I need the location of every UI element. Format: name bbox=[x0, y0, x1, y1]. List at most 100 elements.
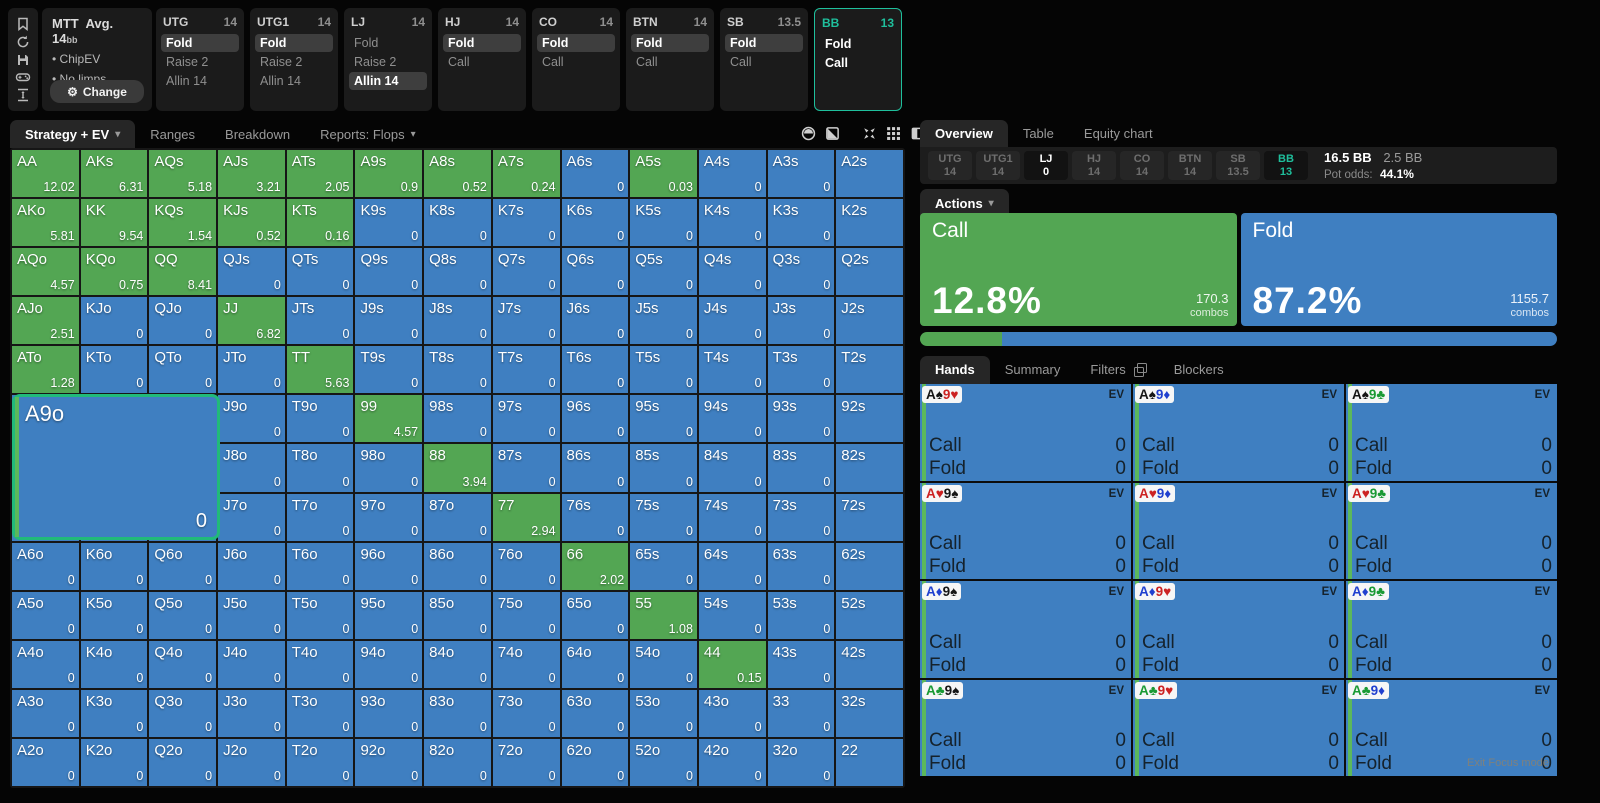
matrix-cell-43o[interactable]: 43o 0 bbox=[698, 689, 766, 737]
matrix-cell-TT[interactable]: TT 5.63 bbox=[286, 346, 354, 394]
matrix-cell-K4o[interactable]: K4o 0 bbox=[80, 640, 148, 688]
matrix-cell-Q8s[interactable]: Q8s 0 bbox=[424, 248, 491, 296]
matrix-cell-T6o[interactable]: T6o 0 bbox=[286, 542, 354, 590]
position-column-co[interactable]: CO 14 Fold Call bbox=[532, 8, 620, 111]
matrix-cell-AKs[interactable]: AKs 6.31 bbox=[80, 150, 148, 198]
matrix-cell-K8s[interactable]: K8s 0 bbox=[424, 199, 491, 247]
action-card-call[interactable]: Call 12.8% 170.3 combos bbox=[920, 213, 1237, 326]
matrix-cell-QTs[interactable]: QTs 0 bbox=[286, 248, 354, 296]
matrix-cell-55[interactable]: 55 1.08 bbox=[630, 591, 697, 639]
matrix-cell-52o[interactable]: 52o 0 bbox=[630, 738, 697, 786]
matrix-cell-32s[interactable]: 32s bbox=[836, 689, 903, 737]
matrix-cell-92o[interactable]: 92o 0 bbox=[355, 738, 423, 786]
matrix-cell-QJs[interactable]: QJs 0 bbox=[218, 248, 285, 296]
matrix-cell-85o[interactable]: 85o 0 bbox=[424, 591, 491, 639]
matrix-cell-KTs[interactable]: KTs 0.16 bbox=[286, 199, 354, 247]
matrix-cell-54o[interactable]: 54o 0 bbox=[630, 640, 697, 688]
tab-breakdown[interactable]: Breakdown bbox=[225, 126, 291, 142]
matrix-cell-74o[interactable]: 74o 0 bbox=[492, 640, 560, 688]
tab-hands[interactable]: Hands bbox=[920, 355, 990, 384]
matrix-cell-KTo[interactable]: KTo 0 bbox=[80, 346, 148, 394]
position-chip-co[interactable]: CO 14 bbox=[1120, 151, 1164, 180]
matrix-cell-75s[interactable]: 75s 0 bbox=[630, 493, 697, 541]
matrix-cell-96s[interactable]: 96s 0 bbox=[561, 395, 629, 443]
matrix-cell-AQs[interactable]: AQs 5.18 bbox=[149, 150, 217, 198]
matrix-cell-A4s[interactable]: A4s 0 bbox=[698, 150, 766, 198]
position-action-hj-call[interactable]: Call bbox=[448, 54, 470, 69]
matrix-cell-97o[interactable]: 97o 0 bbox=[355, 493, 423, 541]
matrix-cell-AKo[interactable]: AKo 5.81 bbox=[12, 199, 79, 247]
matrix-cell-T4s[interactable]: T4s 0 bbox=[698, 346, 766, 394]
position-chip-utg[interactable]: UTG 14 bbox=[928, 151, 972, 180]
matrix-cell-A5o[interactable]: A5o 0 bbox=[12, 591, 79, 639]
matrix-cell-92s[interactable]: 92s bbox=[836, 395, 903, 443]
matrix-cell-97s[interactable]: 97s 0 bbox=[492, 395, 560, 443]
tab-reports-flops[interactable]: Reports: Flops ▾ bbox=[320, 126, 416, 142]
matrix-cell-94s[interactable]: 94s 0 bbox=[698, 395, 766, 443]
matrix-cell-J5s[interactable]: J5s 0 bbox=[630, 297, 697, 345]
hand-card-Ad-9c[interactable]: A♦9♣ EV Call 0 Fold 0 bbox=[1346, 581, 1557, 678]
position-action-lj-allin-14[interactable]: Allin 14 bbox=[349, 72, 427, 90]
matrix-cell-KJs[interactable]: KJs 0.52 bbox=[218, 199, 285, 247]
matrix-cell-44[interactable]: 44 0.15 bbox=[698, 640, 766, 688]
tab-filters[interactable]: Filters bbox=[1075, 356, 1158, 384]
position-action-bb-fold[interactable]: Fold bbox=[825, 36, 852, 51]
change-button[interactable]: ⚙ Change bbox=[50, 80, 144, 103]
hand-card-Ah-9d[interactable]: A♥9♦ EV Call 0 Fold 0 bbox=[1133, 482, 1344, 579]
matrix-cell-J3s[interactable]: J3s 0 bbox=[767, 297, 835, 345]
matrix-cell-AQo[interactable]: AQo 4.57 bbox=[12, 248, 79, 296]
matrix-cell-AJs[interactable]: AJs 3.21 bbox=[218, 150, 285, 198]
matrix-cell-76o[interactable]: 76o 0 bbox=[492, 542, 560, 590]
matrix-cell-J9s[interactable]: J9s 0 bbox=[355, 297, 423, 345]
matrix-cell-K3s[interactable]: K3s 0 bbox=[767, 199, 835, 247]
matrix-cell-J2s[interactable]: J2s bbox=[836, 297, 903, 345]
matrix-cell-83s[interactable]: 83s 0 bbox=[767, 444, 835, 492]
position-action-co-fold[interactable]: Fold bbox=[537, 34, 615, 52]
gamepad-icon[interactable] bbox=[15, 69, 31, 85]
hand-card-Ah-9s[interactable]: A♥9♠ EV Call 0 Fold 0 bbox=[920, 482, 1131, 579]
matrix-cell-94o[interactable]: 94o 0 bbox=[355, 640, 423, 688]
position-column-sb[interactable]: SB 13.5 Fold Call bbox=[720, 8, 808, 111]
save-icon[interactable] bbox=[15, 52, 31, 68]
matrix-cell-T8s[interactable]: T8s 0 bbox=[424, 346, 491, 394]
matrix-cell-QJo[interactable]: QJo 0 bbox=[149, 297, 217, 345]
matrix-cell-Q5s[interactable]: Q5s 0 bbox=[630, 248, 697, 296]
grid-icon[interactable] bbox=[885, 125, 902, 142]
matrix-cell-T3o[interactable]: T3o 0 bbox=[286, 689, 354, 737]
matrix-cell-87o[interactable]: 87o 0 bbox=[424, 493, 491, 541]
matrix-cell-A2s[interactable]: A2s bbox=[836, 150, 903, 198]
position-chip-bb[interactable]: BB 13 bbox=[1264, 151, 1308, 180]
action-card-fold[interactable]: Fold 87.2% 1155.7 combos bbox=[1240, 213, 1557, 326]
tab-equity-chart[interactable]: Equity chart bbox=[1083, 126, 1153, 141]
matrix-cell-Q3o[interactable]: Q3o 0 bbox=[149, 689, 217, 737]
matrix-cell-62s[interactable]: 62s bbox=[836, 542, 903, 590]
matrix-cell-64s[interactable]: 64s 0 bbox=[698, 542, 766, 590]
matrix-cell-T9o[interactable]: T9o 0 bbox=[286, 395, 354, 443]
matrix-cell-A9s[interactable]: A9s 0.9 bbox=[355, 150, 423, 198]
matrix-cell-T2o[interactable]: T2o 0 bbox=[286, 738, 354, 786]
matrix-cell-A3s[interactable]: A3s 0 bbox=[767, 150, 835, 198]
matrix-cell-96o[interactable]: 96o 0 bbox=[355, 542, 423, 590]
matrix-cell-A3o[interactable]: A3o 0 bbox=[12, 689, 79, 737]
matrix-cell-T8o[interactable]: T8o 0 bbox=[286, 444, 354, 492]
matrix-cell-52s[interactable]: 52s bbox=[836, 591, 903, 639]
matrix-cell-65s[interactable]: 65s 0 bbox=[630, 542, 697, 590]
expanded-cell-A9o[interactable]: A9o 0 bbox=[12, 394, 220, 540]
matrix-cell-73s[interactable]: 73s 0 bbox=[767, 493, 835, 541]
matrix-cell-88[interactable]: 88 3.94 bbox=[424, 444, 491, 492]
position-column-utg[interactable]: UTG 14 Fold Raise 2 Allin 14 bbox=[156, 8, 244, 111]
matrix-cell-22[interactable]: 22 bbox=[836, 738, 903, 786]
matrix-cell-J7s[interactable]: J7s 0 bbox=[492, 297, 560, 345]
matrix-cell-AA[interactable]: AA 12.02 bbox=[12, 150, 79, 198]
matrix-cell-J4o[interactable]: J4o 0 bbox=[218, 640, 285, 688]
matrix-cell-J9o[interactable]: J9o 0 bbox=[218, 395, 285, 443]
tab-summary[interactable]: Summary bbox=[1004, 362, 1061, 377]
bookmark-icon[interactable] bbox=[15, 16, 31, 32]
matrix-cell-84o[interactable]: 84o 0 bbox=[424, 640, 491, 688]
position-chip-sb[interactable]: SB 13.5 bbox=[1216, 151, 1260, 180]
matrix-cell-Q2o[interactable]: Q2o 0 bbox=[149, 738, 217, 786]
hand-card-Ad-9s[interactable]: A♦9♠ EV Call 0 Fold 0 bbox=[920, 581, 1131, 678]
matrix-cell-42s[interactable]: 42s bbox=[836, 640, 903, 688]
matrix-cell-T4o[interactable]: T4o 0 bbox=[286, 640, 354, 688]
position-column-hj[interactable]: HJ 14 Fold Call bbox=[438, 8, 526, 111]
